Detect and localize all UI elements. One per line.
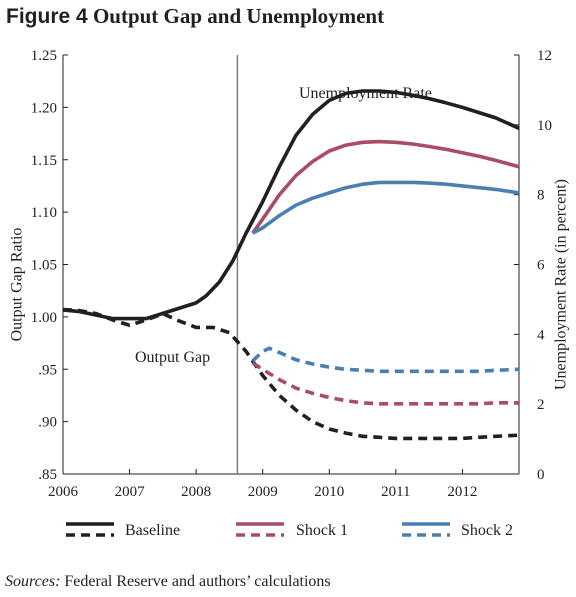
y-left-tick-label: 1.10 [31,205,57,221]
y-left-tick-label: 1.00 [31,310,57,326]
baseline-unemployment-line [62,89,520,321]
output-gap-annotation: Output Gap [135,349,210,366]
shock-2-output-gap-line [251,346,520,374]
text-group: .85 .90 .95 1.00 1.05 1.10 1.15 1.20 1.25 0 2 4 6 8 10… [9,48,570,500]
baseline-output-gap-line [62,307,520,441]
y-left-tick-label: .85 [38,467,57,483]
x-tick-label: 2012 [447,484,477,500]
y-left-tick-label: .90 [38,415,57,431]
series-group [62,89,520,441]
unemployment-annotation: Unemployment Rate [299,85,432,102]
legend-baseline-label: Baseline [125,522,180,539]
sources-label: Sources: [5,573,61,590]
y-right-tick-label: 6 [537,258,545,274]
sources-note: Sources: Federal Reserve and authors’ ca… [5,573,331,591]
shock-1-output-gap-line [251,361,519,406]
legend: Baseline Shock 1 Shock 2 [66,522,513,539]
x-tick-label: 2009 [248,484,278,500]
axes-group [62,54,520,475]
y-right-axis-title: Unemployment Rate (in percent) [553,179,570,390]
x-tick-label: 2011 [381,484,410,500]
y-right-tick-label: 10 [537,118,552,134]
y-right-tick-label: 4 [537,327,545,343]
x-tick-label: 2010 [314,484,344,500]
legend-shock-1-label: Shock 1 [296,522,348,539]
shock-1-unemployment-line [251,139,520,235]
y-left-tick-label: 1.25 [31,48,57,64]
y-right-tick-label: 12 [537,48,552,64]
legend-shock-2-label: Shock 2 [461,522,513,539]
x-tick-label: 2007 [115,484,146,500]
figure-title: Figure 4 Output Gap and Unemployment [6,4,384,29]
y-right-tick-label: 8 [537,188,545,204]
y-left-tick-label: 1.20 [31,100,57,116]
shock-2-unemployment-line [251,180,520,235]
y-right-tick-label: 0 [537,467,545,483]
y-left-axis-title: Output Gap Ratio [9,228,26,342]
y-left-tick-label: .95 [38,362,57,378]
x-tick-label: 2008 [181,484,211,500]
figure-name: Output Gap and Unemployment [92,4,385,28]
x-tick-label: 2006 [48,484,79,500]
y-left-tick-label: 1.05 [31,258,57,274]
y-right-tick-label: 2 [537,397,545,413]
figure-number: Figure 4 [6,5,88,28]
sources-text: Federal Reserve and authors’ calculation… [64,573,331,590]
y-left-tick-label: 1.15 [31,153,57,169]
